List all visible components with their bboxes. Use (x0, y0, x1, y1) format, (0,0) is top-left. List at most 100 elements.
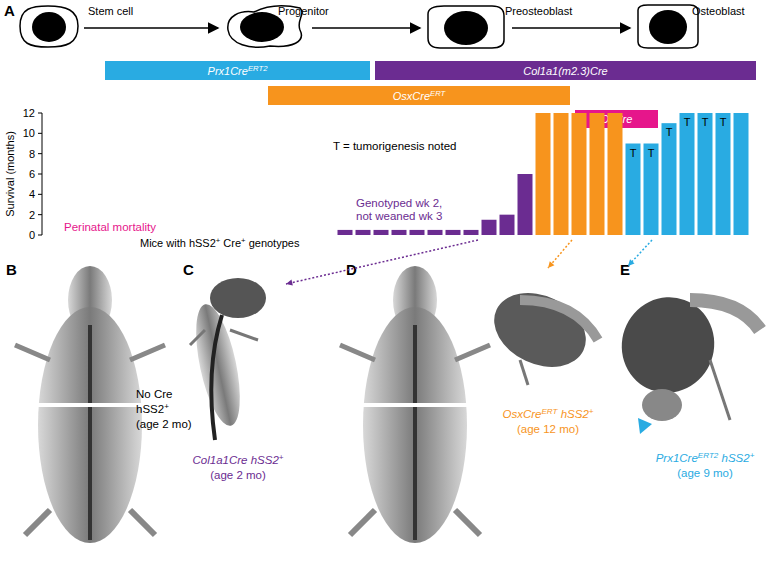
xray-limb (130, 345, 165, 360)
bar-annotation: T (666, 126, 673, 138)
caption-part: (age 12 mo) (517, 423, 579, 435)
caption-part: (age 2 mo) (210, 469, 266, 481)
bar (410, 230, 425, 235)
caption: No Cre (136, 388, 172, 400)
nucleus (649, 10, 687, 44)
caption: Prx1CreERT2 hSS2+ (656, 451, 755, 465)
pointer-head (628, 259, 635, 266)
xray-head (482, 279, 598, 381)
bar (176, 235, 191, 236)
y-tick (38, 153, 42, 154)
bar (662, 123, 677, 235)
caption-part: No Cre (136, 388, 172, 400)
bar (284, 235, 299, 236)
cre-label-part: OsxCre (393, 90, 430, 102)
bar (392, 230, 407, 235)
annotation: Perinatal mortality (64, 221, 156, 233)
bar (374, 230, 389, 235)
caption-part: hSS2 (718, 452, 750, 464)
y-tick (38, 174, 42, 175)
bar (122, 235, 137, 236)
x-axis-label: Mice with hSS2+ Cre+ genotypes (140, 236, 300, 250)
caption: (age 2 mo) (210, 469, 266, 481)
xray-body (38, 307, 142, 543)
cre-label-part: ERT2 (248, 63, 268, 72)
bar (194, 235, 209, 236)
xray-limb (340, 345, 375, 360)
y-tick-label: 10 (23, 127, 35, 139)
bar (572, 113, 587, 235)
bar (104, 235, 119, 236)
caption-part: (age 9 mo) (677, 467, 733, 479)
y-tick (38, 235, 42, 236)
x-axis-label-part: Cre (220, 237, 241, 249)
cre-label-part: Prx1Cre (208, 65, 248, 77)
bar (50, 235, 65, 236)
xray-limb (25, 510, 50, 535)
xray-limb (350, 510, 375, 535)
caption-part: + (589, 407, 594, 416)
xray-limb (15, 345, 50, 360)
y-tick-label: 8 (29, 148, 35, 160)
bar (140, 235, 155, 236)
cell (428, 6, 504, 48)
pointer-head (548, 261, 554, 268)
annotation: not weaned wk 3 (356, 210, 442, 222)
caption-part: ERT (542, 407, 559, 416)
caption: (age 2 mo) (136, 418, 192, 430)
bar (320, 235, 335, 236)
bar (86, 235, 101, 236)
cre-label: Col1a1(m2.3)Cre (523, 65, 607, 77)
bar (644, 144, 659, 236)
cre-label: OsxCreERT (393, 88, 447, 102)
y-tick (38, 113, 42, 114)
xray-tumor (642, 389, 682, 421)
bar (302, 235, 317, 236)
y-tick-label: 4 (29, 188, 35, 200)
caption-part: + (279, 453, 284, 462)
pointer-head (286, 280, 293, 286)
xray-spine (211, 315, 222, 440)
xray-body (520, 300, 598, 340)
caption: (age 12 mo) (517, 423, 579, 435)
nucleus (32, 12, 66, 42)
xray-body (363, 307, 467, 543)
y-tick (38, 214, 42, 215)
cell-label: Stem cell (88, 5, 133, 17)
bar (68, 235, 83, 236)
cre-label-part: ERT (430, 88, 447, 97)
bar-annotation: T (630, 147, 637, 159)
caption: OsxCreERT hSS2+ (503, 407, 594, 421)
image-break (335, 403, 495, 407)
caption-part: (age 2 mo) (136, 418, 192, 430)
cre-bar (268, 86, 570, 105)
y-tick (38, 194, 42, 195)
bar (554, 113, 569, 235)
bar (698, 113, 713, 235)
y-axis-label: Survival (months) (4, 131, 16, 217)
pointer-line (286, 240, 478, 284)
cre-label-part: Col1a1(m2.3)Cre (523, 65, 607, 77)
cell-label: Progenitor (278, 5, 329, 17)
y-tick-label: 0 (29, 229, 35, 241)
xray-limb (455, 510, 480, 535)
bar (464, 230, 479, 235)
bar (518, 174, 533, 235)
y-tick (38, 133, 42, 134)
caption: hSS2+ (136, 402, 169, 416)
xray-limb (455, 345, 490, 360)
xray-mouse (188, 278, 266, 440)
annotation: T = tumorigenesis noted (333, 140, 457, 152)
arrowhead-marker (638, 418, 652, 434)
bar (626, 144, 641, 236)
cell-label: Preosteoblast (505, 5, 572, 17)
pointer-line (548, 240, 572, 268)
bar (608, 113, 623, 235)
bar-annotation: T (648, 147, 655, 159)
annotation: Genotyped wk 2, (356, 197, 442, 209)
bar (158, 235, 173, 236)
bar (536, 113, 551, 235)
xray-body (188, 301, 249, 430)
bar (716, 113, 731, 235)
bar (356, 230, 371, 235)
